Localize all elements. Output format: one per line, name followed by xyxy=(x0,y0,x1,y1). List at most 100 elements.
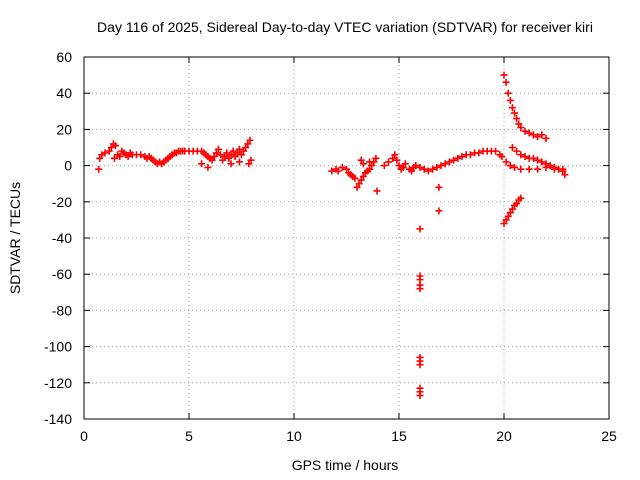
x-tick-label: 0 xyxy=(80,428,88,444)
data-point xyxy=(500,71,508,79)
data-point xyxy=(210,153,218,161)
data-point xyxy=(245,160,253,168)
data-point xyxy=(389,154,397,162)
data-point xyxy=(95,165,103,173)
data-point xyxy=(244,140,252,148)
data-point xyxy=(513,115,521,123)
data-point xyxy=(506,162,514,170)
data-point xyxy=(475,149,483,157)
data-point xyxy=(357,156,365,164)
data-point xyxy=(508,104,516,112)
data-point xyxy=(534,165,542,173)
data-point xyxy=(212,149,220,157)
data-point xyxy=(502,216,510,224)
data-point xyxy=(550,165,558,173)
data-point xyxy=(517,151,525,159)
data-point xyxy=(380,162,388,170)
data-point xyxy=(502,158,510,166)
data-point xyxy=(221,153,229,161)
data-point xyxy=(96,154,104,162)
data-point xyxy=(412,162,420,170)
data-point xyxy=(385,158,392,166)
plot-frame xyxy=(83,56,610,420)
data-point xyxy=(235,158,243,166)
data-point xyxy=(416,361,424,369)
y-tick-label: 40 xyxy=(56,85,72,101)
x-tick-labels: 0 5 10 15 20 25 xyxy=(80,428,617,444)
data-point xyxy=(445,158,453,166)
data-point xyxy=(229,147,237,155)
y-tick-labels: -140 -120 -100 -80 -60 -40 -20 0 20 40 60 xyxy=(44,49,72,427)
y-tick-label: -100 xyxy=(44,339,72,355)
data-point xyxy=(238,151,245,159)
y-tick-label: -140 xyxy=(44,411,72,427)
data-point xyxy=(466,151,474,159)
data-point xyxy=(204,163,212,171)
data-point xyxy=(408,167,416,175)
data-point xyxy=(517,194,525,202)
data-point xyxy=(328,167,336,175)
y-tick-label: -80 xyxy=(52,302,72,318)
x-tick-label: 20 xyxy=(496,428,512,444)
data-point xyxy=(454,154,462,162)
data-point xyxy=(529,131,537,139)
data-point xyxy=(357,176,365,184)
data-point xyxy=(542,134,550,142)
data-point xyxy=(500,220,508,228)
data-point xyxy=(561,171,569,179)
data-point xyxy=(214,145,222,153)
grid-lines xyxy=(84,57,609,419)
data-point xyxy=(513,147,521,155)
data-point xyxy=(227,151,235,159)
y-tick-label: -120 xyxy=(44,375,72,391)
data-point xyxy=(225,154,233,162)
data-point xyxy=(233,149,241,157)
data-point xyxy=(416,391,424,399)
data-point xyxy=(424,167,432,175)
data-point xyxy=(373,187,381,195)
data-point xyxy=(105,147,113,155)
data-point xyxy=(101,149,109,157)
data-point xyxy=(437,162,445,170)
data-point xyxy=(338,163,346,171)
data-point xyxy=(458,153,466,161)
data-point xyxy=(393,156,401,164)
data-point xyxy=(433,163,441,171)
data-point xyxy=(534,156,542,164)
data-point xyxy=(517,165,525,173)
data-point xyxy=(435,183,443,191)
data-point xyxy=(515,120,523,128)
data-point xyxy=(231,153,239,161)
data-point xyxy=(517,124,525,132)
data-point xyxy=(416,163,424,171)
data-point xyxy=(372,154,380,162)
x-tick-label: 10 xyxy=(286,428,302,444)
y-tick-label: -20 xyxy=(52,194,72,210)
data-point xyxy=(559,165,567,173)
data-point xyxy=(508,205,516,213)
data-points xyxy=(95,71,569,399)
data-point xyxy=(359,160,367,168)
data-point xyxy=(112,142,119,150)
x-tick-label: 5 xyxy=(185,428,193,444)
data-point xyxy=(521,153,529,161)
data-point xyxy=(420,165,428,173)
data-point xyxy=(246,136,254,144)
y-axis-label: SDTVAR / TECUs xyxy=(7,182,23,294)
data-point xyxy=(450,156,458,164)
data-point xyxy=(366,165,374,173)
data-point xyxy=(227,160,235,168)
y-tick-label: 20 xyxy=(56,121,72,137)
data-point xyxy=(223,149,231,157)
data-point xyxy=(247,156,255,164)
data-point xyxy=(399,163,407,171)
data-point xyxy=(538,131,546,139)
axis-ticks xyxy=(83,56,610,420)
data-point xyxy=(508,144,516,151)
data-point xyxy=(208,156,216,164)
data-point xyxy=(513,200,521,208)
data-point xyxy=(355,180,363,188)
data-point xyxy=(359,172,367,180)
data-point xyxy=(504,212,512,220)
data-point xyxy=(506,209,514,217)
